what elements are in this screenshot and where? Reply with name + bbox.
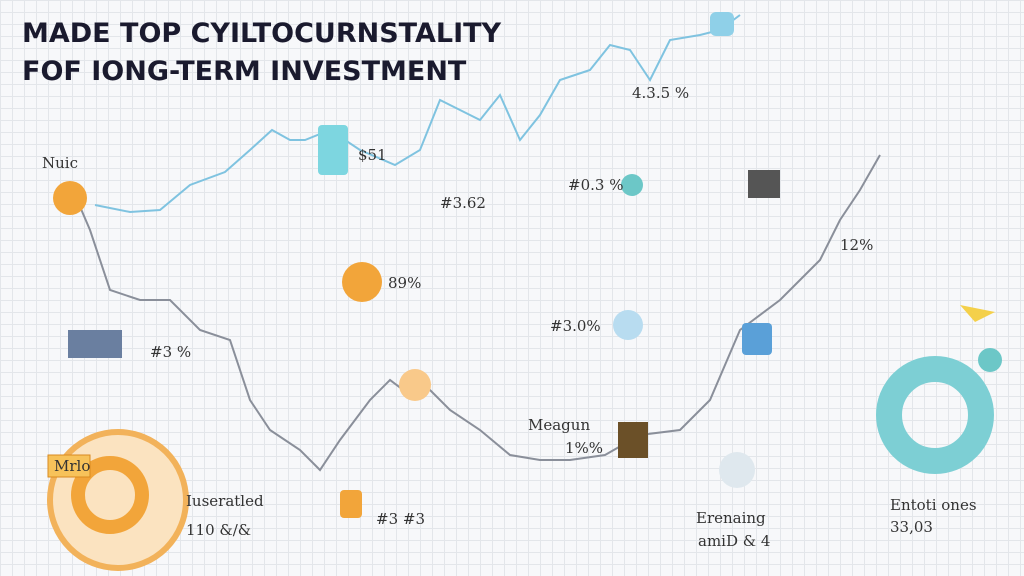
hex-icon bbox=[340, 490, 362, 518]
label: 4.3.5 % bbox=[632, 84, 689, 102]
box-icon bbox=[748, 170, 780, 198]
coin-icon bbox=[621, 174, 643, 196]
flag-icon bbox=[960, 305, 995, 322]
label: #0.3 % bbox=[568, 176, 623, 194]
donut-chart bbox=[47, 429, 189, 571]
blue-line bbox=[94, 14, 741, 214]
person-icon bbox=[719, 452, 755, 488]
title: MADE TOP CYILTOCURNSTALITY bbox=[22, 18, 502, 49]
label: #3 #3 bbox=[376, 510, 425, 528]
label: #3.0% bbox=[550, 317, 601, 335]
fish-icon bbox=[978, 348, 1002, 372]
label: 1%% bbox=[565, 439, 603, 457]
donut-ring bbox=[71, 456, 149, 534]
label: 12% bbox=[840, 236, 873, 254]
title: FOF IONG-TERM INVESTMENT bbox=[22, 56, 467, 87]
label: Erenaing bbox=[696, 509, 766, 527]
label: $51 bbox=[358, 146, 387, 164]
bitcoin-icon bbox=[342, 262, 382, 302]
hex-icon bbox=[742, 323, 772, 355]
label: Nuic bbox=[42, 154, 78, 172]
card-icon bbox=[68, 330, 122, 358]
gray-line bbox=[74, 154, 881, 472]
ring-icon bbox=[876, 356, 994, 474]
tag-icon bbox=[47, 454, 91, 478]
label: Mrlo bbox=[54, 457, 90, 475]
badge-icon bbox=[710, 12, 734, 36]
coin-icon bbox=[399, 369, 431, 401]
label: Iuseratled bbox=[186, 492, 264, 510]
label: 110 &/& bbox=[186, 521, 251, 539]
box-icon bbox=[618, 422, 648, 458]
crystal-icon bbox=[318, 125, 348, 175]
label: 33,03 bbox=[890, 518, 933, 536]
label: Meagun bbox=[528, 416, 590, 434]
label: #3.62 bbox=[440, 194, 486, 212]
label: 89% bbox=[388, 274, 421, 292]
coin-icon bbox=[613, 310, 643, 340]
label: #3 % bbox=[150, 343, 191, 361]
coin-icon bbox=[53, 181, 87, 215]
label: amiD & 4 bbox=[698, 532, 770, 550]
label: Entoti ones bbox=[890, 496, 977, 514]
